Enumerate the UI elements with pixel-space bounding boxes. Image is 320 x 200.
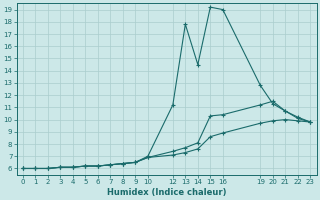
X-axis label: Humidex (Indice chaleur): Humidex (Indice chaleur) — [107, 188, 226, 197]
